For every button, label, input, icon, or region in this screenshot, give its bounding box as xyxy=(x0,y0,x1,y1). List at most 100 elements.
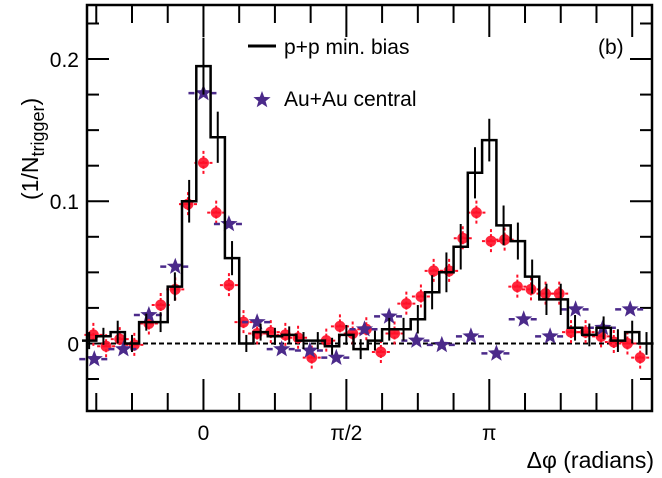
star-marker xyxy=(487,344,505,361)
red-data-point xyxy=(125,332,144,357)
red-data-point xyxy=(576,320,595,345)
red-data-point xyxy=(550,281,569,306)
red-data-point xyxy=(424,258,443,283)
red-data-point xyxy=(618,331,637,356)
star-marker xyxy=(301,341,319,358)
red-circle-marker xyxy=(470,207,482,219)
red-data-point xyxy=(219,273,238,298)
legend-label-auau: Au+Au central xyxy=(284,88,417,111)
star-data-point xyxy=(560,300,591,317)
x-tick-label: 0 xyxy=(198,422,210,445)
red-data-point xyxy=(302,345,321,370)
y-axis-title-close: ) xyxy=(17,98,43,106)
star-marker xyxy=(621,300,639,317)
red-circle-marker xyxy=(347,327,359,339)
red-circle-marker xyxy=(155,299,167,311)
red-circle-marker xyxy=(306,352,318,364)
star-data-point xyxy=(455,327,486,344)
red-data-point xyxy=(385,321,404,346)
au-au-star-series xyxy=(79,84,646,367)
star-data-point xyxy=(133,306,164,323)
red-data-point xyxy=(411,284,430,309)
star-data-point xyxy=(535,327,566,344)
panel-label: (b) xyxy=(598,36,624,59)
red-data-point xyxy=(97,334,116,359)
red-data-point xyxy=(631,345,650,370)
legend-star-icon xyxy=(253,91,271,108)
star-data-point xyxy=(321,348,352,365)
star-data-point xyxy=(481,344,512,361)
red-circle-marker xyxy=(389,327,401,339)
red-circle-marker xyxy=(499,234,511,246)
red-circle-marker xyxy=(334,320,346,332)
x-tick-label: π xyxy=(482,422,497,445)
y-axis-title: (1/Ntrigger) xyxy=(17,98,48,200)
red-data-point xyxy=(508,274,527,299)
star-marker xyxy=(166,257,184,274)
red-data-point xyxy=(481,229,500,254)
star-data-point xyxy=(160,257,191,274)
star-data-point xyxy=(401,331,432,348)
star-marker xyxy=(541,327,559,344)
red-circle-marker xyxy=(197,157,209,169)
x-tick-label: π/2 xyxy=(330,422,362,445)
star-data-point xyxy=(615,300,646,317)
star-marker xyxy=(114,340,132,357)
star-marker xyxy=(85,350,103,367)
red-circle-marker xyxy=(553,288,565,300)
red-data-point xyxy=(207,200,226,225)
star-marker xyxy=(462,327,480,344)
red-circle-marker xyxy=(375,346,387,358)
red-circle-marker xyxy=(634,352,646,364)
red-circle-marker xyxy=(210,207,222,219)
red-circle-marker xyxy=(223,279,235,291)
y-axis-title-sub: trigger xyxy=(28,106,48,157)
star-data-point xyxy=(242,313,273,330)
star-data-point xyxy=(349,320,380,337)
red-circle-marker xyxy=(511,281,523,293)
x-axis-title: Δφ (radians) xyxy=(527,447,654,473)
red-circle-marker xyxy=(400,298,412,310)
red-circle-marker xyxy=(525,283,537,295)
pp-histogram-series xyxy=(82,37,654,360)
star-data-point xyxy=(108,340,139,357)
star-data-point xyxy=(213,215,244,232)
tick-labels: 0 π/2 π 0 0.1 0.2 xyxy=(50,49,497,445)
star-marker xyxy=(248,313,266,330)
star-marker xyxy=(380,307,398,324)
star-marker xyxy=(140,306,158,323)
red-data-point xyxy=(440,258,459,283)
red-circle-marker xyxy=(415,291,427,303)
star-marker xyxy=(407,331,425,348)
star-marker xyxy=(220,215,238,232)
red-data-point xyxy=(467,200,486,225)
star-data-point xyxy=(266,340,297,357)
legend-label-pp: p+p min. bias xyxy=(284,36,410,59)
red-circle-marker xyxy=(485,235,497,247)
red-data-point xyxy=(397,291,416,316)
star-marker xyxy=(433,335,451,353)
plot-frame xyxy=(85,3,654,413)
star-data-point xyxy=(508,310,539,327)
star-data-point xyxy=(79,350,110,367)
y-tick-label: 0.2 xyxy=(50,49,79,72)
y-tick-label: 0.1 xyxy=(50,191,79,214)
red-data-point xyxy=(521,277,540,302)
red-data-point xyxy=(371,339,390,364)
red-circle-series xyxy=(84,150,650,370)
star-marker xyxy=(273,340,291,357)
y-axis-title-main: (1/N xyxy=(17,157,43,200)
red-circle-marker xyxy=(565,326,577,338)
star-data-point xyxy=(426,335,457,353)
red-circle-marker xyxy=(428,265,440,277)
legend: p+p min. bias Au+Au central xyxy=(248,36,417,111)
y-tick-label: 0 xyxy=(67,333,79,356)
star-marker xyxy=(355,320,374,337)
star-data-point xyxy=(294,341,325,358)
star-marker xyxy=(327,348,345,365)
star-marker xyxy=(515,310,533,327)
red-circle-marker xyxy=(320,335,332,347)
axes-ticks xyxy=(87,5,652,411)
star-marker xyxy=(567,300,585,317)
